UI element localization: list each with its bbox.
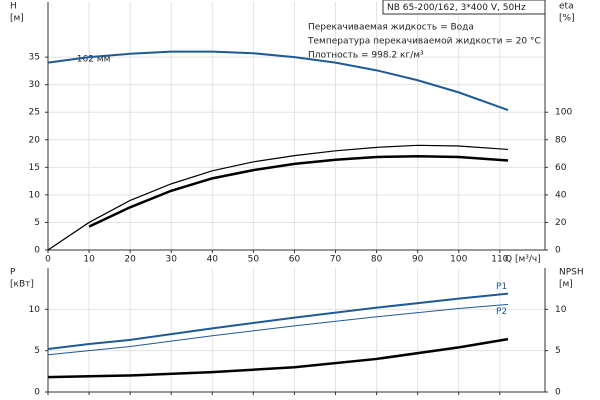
- x-tick-label: 40: [207, 255, 219, 265]
- x-tick-label: 10: [83, 255, 95, 265]
- y-tick-label: 5: [34, 218, 40, 228]
- y2-axis-label: [м]: [559, 280, 573, 290]
- y-tick-label: 30: [29, 80, 41, 90]
- y-tick-label: 0: [34, 246, 40, 256]
- line: [47, 50, 509, 111]
- y-tick-label: 20: [29, 135, 41, 145]
- y2-tick-label: 0: [555, 388, 561, 398]
- line: [47, 144, 509, 251]
- y2-tick-label: 20: [555, 218, 567, 228]
- x-tick-label: 70: [330, 255, 342, 265]
- y-tick-label: 0: [34, 388, 40, 398]
- y-axis-label: [кВт]: [10, 280, 34, 290]
- x-tick-label: 90: [412, 255, 424, 265]
- line: [88, 155, 509, 228]
- x-tick-label: 20: [124, 255, 136, 265]
- x-tick-label: 110: [491, 255, 508, 265]
- x-tick-label: 50: [248, 255, 260, 265]
- x-axis-label: Q [м³/ч]: [505, 255, 541, 265]
- line: [47, 303, 509, 356]
- plots: 0 10 20 30 40 50 60 70 80 90 100 110051015202530350…: [10, 2, 584, 398]
- annotation: 162 мм: [77, 55, 111, 65]
- line-label: P1: [496, 282, 507, 292]
- y2-axis-label: eta: [559, 2, 574, 12]
- line: [47, 337, 509, 379]
- y-tick-label: 35: [29, 53, 40, 63]
- x-tick-label: 30: [165, 255, 177, 265]
- y2-axis-label: [%]: [559, 14, 575, 24]
- y-axis-label: [м]: [10, 14, 24, 24]
- y2-tick-label: 100: [555, 108, 572, 118]
- line-label: P2: [496, 307, 507, 317]
- y-tick-label: 5: [34, 346, 40, 356]
- x-tick-label: 0: [45, 255, 51, 265]
- header-box: [382, 0, 546, 15]
- x-tick-label: 60: [289, 255, 301, 265]
- y-tick-label: 25: [29, 108, 40, 118]
- x-tick-label: 80: [371, 255, 383, 265]
- y2-tick-label: 80: [555, 135, 567, 145]
- y2-tick-label: 0: [555, 246, 561, 256]
- y2-axis-label: NPSH: [559, 268, 584, 278]
- note: Перекачиваемая жидкость = Вода: [308, 23, 474, 33]
- y-tick-label: 10: [29, 190, 41, 200]
- y2-tick-label: 60: [555, 163, 567, 173]
- header: NB 65-200/162, 3*400 V, 50Hz: [387, 3, 526, 13]
- y2-tick-label: 5: [555, 346, 561, 356]
- line: [47, 292, 509, 351]
- y-axis-label: H: [10, 2, 17, 12]
- note: Температура перекачиваемой жидкости = 20…: [307, 37, 541, 47]
- note: Плотность = 998.2 кг/м³: [308, 51, 424, 61]
- y-tick-label: 15: [29, 163, 40, 173]
- y2-tick-label: 10: [555, 305, 567, 315]
- x-tick-label: 100: [450, 255, 467, 265]
- y2-tick-label: 40: [555, 190, 567, 200]
- y-axis-label: P: [10, 268, 16, 278]
- y-tick-label: 10: [29, 305, 41, 315]
